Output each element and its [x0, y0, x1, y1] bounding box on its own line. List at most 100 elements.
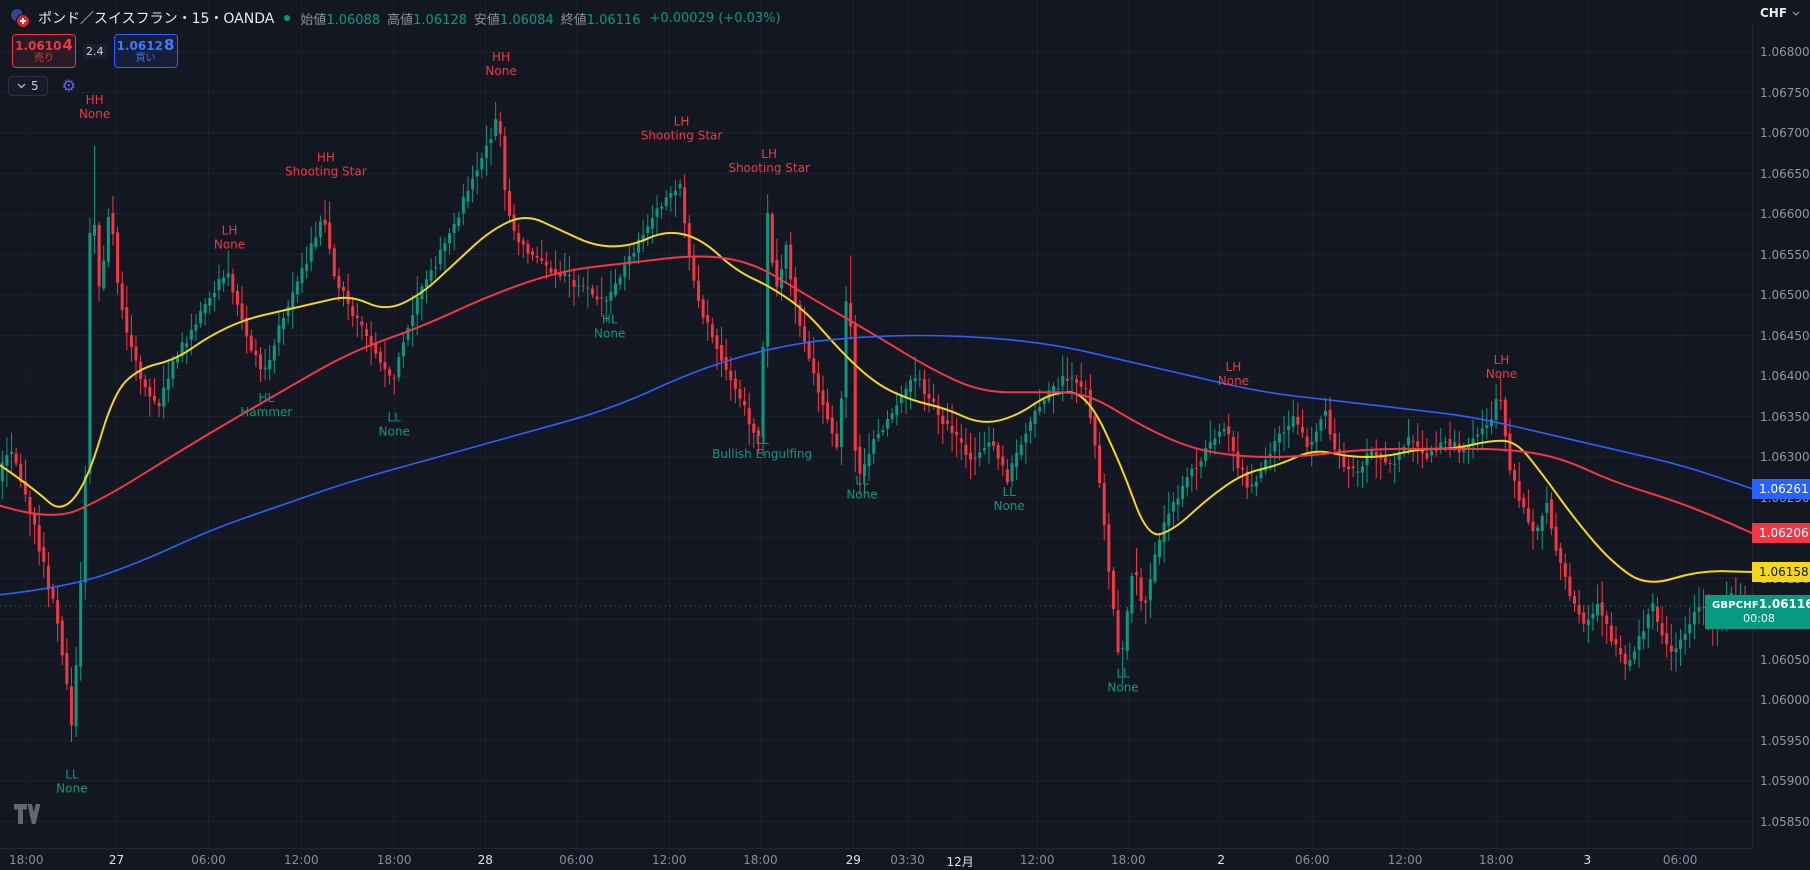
ma-mid-line — [0, 255, 1752, 535]
candle — [448, 228, 452, 255]
candle — [512, 203, 516, 241]
candle — [890, 408, 894, 424]
buy-price: 1.0612 8 — [116, 35, 175, 54]
time-axis-label: 29 — [845, 853, 861, 867]
candle — [886, 410, 890, 437]
candle — [1572, 590, 1576, 612]
time-axis-label: 12:00 — [284, 853, 319, 867]
pattern-label: LH None — [1218, 360, 1249, 388]
candle — [1342, 442, 1346, 473]
axis-currency-selector[interactable]: CHF — [1752, 2, 1810, 24]
candle — [1199, 456, 1203, 479]
candle — [1499, 377, 1503, 410]
indicators-collapse-button[interactable]: 5 — [8, 76, 48, 96]
candle — [199, 301, 203, 328]
candle — [245, 305, 249, 354]
candle — [1490, 401, 1494, 435]
pattern-label: LL None — [379, 410, 410, 438]
candle — [106, 208, 110, 268]
buy-label: 買い — [135, 52, 156, 64]
candle — [1586, 605, 1590, 644]
candle — [1310, 426, 1314, 467]
candle — [212, 280, 216, 312]
candle — [152, 378, 156, 405]
candle — [632, 244, 636, 264]
candle — [945, 403, 949, 432]
candle — [1485, 407, 1489, 440]
candle — [710, 317, 714, 344]
candle — [1181, 475, 1185, 508]
candle — [23, 459, 27, 503]
candle — [558, 260, 562, 281]
gear-icon[interactable]: ⚙ — [61, 76, 76, 95]
time-axis[interactable]: 18:00 27 06:00 12:00 18:00 28 06:00 12:00 18:00 2… — [0, 848, 1752, 870]
candle — [471, 165, 475, 203]
page-title[interactable]: ポンド／スイスフラン・15・OANDA — [38, 11, 275, 27]
candle — [1028, 416, 1032, 444]
candle — [222, 270, 226, 292]
candle — [1379, 449, 1383, 480]
candle — [724, 339, 728, 381]
candle — [1185, 467, 1189, 497]
candle — [729, 356, 733, 401]
candle — [1619, 635, 1623, 663]
market-status-dot — [284, 15, 291, 21]
ohlc-close: 終値1.06116 — [560, 12, 641, 28]
price-axis-label: 1.06650 — [1760, 166, 1810, 181]
candle — [74, 646, 78, 738]
pattern-label: LL Bullish Engulfing — [712, 433, 812, 461]
candle — [595, 285, 599, 305]
candle — [673, 179, 677, 217]
candle — [203, 298, 207, 326]
pattern-label: LH None — [214, 223, 245, 251]
candle — [1250, 464, 1254, 493]
candle — [646, 214, 650, 246]
candle — [162, 365, 166, 419]
candle — [590, 284, 594, 298]
chf-flag-icon — [16, 14, 30, 28]
swiss-cross-icon — [20, 18, 26, 24]
candle — [272, 339, 276, 374]
candle — [531, 247, 535, 261]
candle — [83, 466, 87, 600]
candle — [240, 286, 244, 330]
candle — [494, 102, 498, 141]
candle — [830, 404, 834, 447]
candle — [1628, 642, 1632, 671]
candle — [696, 264, 700, 308]
candle — [1356, 459, 1360, 487]
candle — [1088, 373, 1092, 425]
candlestick-chart[interactable]: HH None LL None LH None HL Hammer HH Shooting Sta… — [0, 0, 1752, 848]
pattern-label: LH None — [1486, 353, 1517, 381]
buy-button[interactable]: 1.0612 8 買い — [113, 34, 178, 68]
candle — [1582, 605, 1586, 632]
candle — [318, 215, 322, 246]
candle — [913, 356, 917, 399]
candle — [337, 267, 341, 302]
tradingview-logo[interactable] — [14, 804, 41, 828]
candle — [254, 338, 258, 367]
candle — [1365, 438, 1369, 484]
candle — [503, 127, 507, 211]
candle — [1660, 606, 1664, 645]
time-axis-label: 12月 — [946, 855, 974, 869]
time-axis-label: 27 — [108, 853, 125, 867]
candle — [849, 255, 853, 340]
candle — [332, 244, 336, 280]
candle — [1277, 425, 1281, 461]
candle — [1287, 410, 1291, 448]
candle — [1139, 567, 1143, 612]
candle — [1227, 413, 1231, 453]
price-axis-label: 1.06000 — [1760, 693, 1810, 707]
candle — [295, 275, 299, 303]
candle — [1549, 492, 1553, 536]
candle — [217, 264, 221, 301]
candle — [978, 432, 982, 467]
price-axis[interactable]: 1.06800 1.06750 1.06700 1.06650 1.06600 1.065… — [1705, 0, 1810, 848]
candle — [936, 393, 940, 435]
candle — [1697, 587, 1701, 624]
sell-button[interactable]: 1.0610 4 売り — [12, 34, 76, 68]
candle — [1669, 624, 1673, 671]
candle — [1522, 492, 1526, 514]
candle — [1061, 355, 1065, 402]
